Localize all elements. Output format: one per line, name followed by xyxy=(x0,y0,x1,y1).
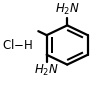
Text: $H_2N$: $H_2N$ xyxy=(55,2,80,17)
Text: Cl$-$H: Cl$-$H xyxy=(2,38,33,52)
Text: $H_2N$: $H_2N$ xyxy=(34,63,59,78)
